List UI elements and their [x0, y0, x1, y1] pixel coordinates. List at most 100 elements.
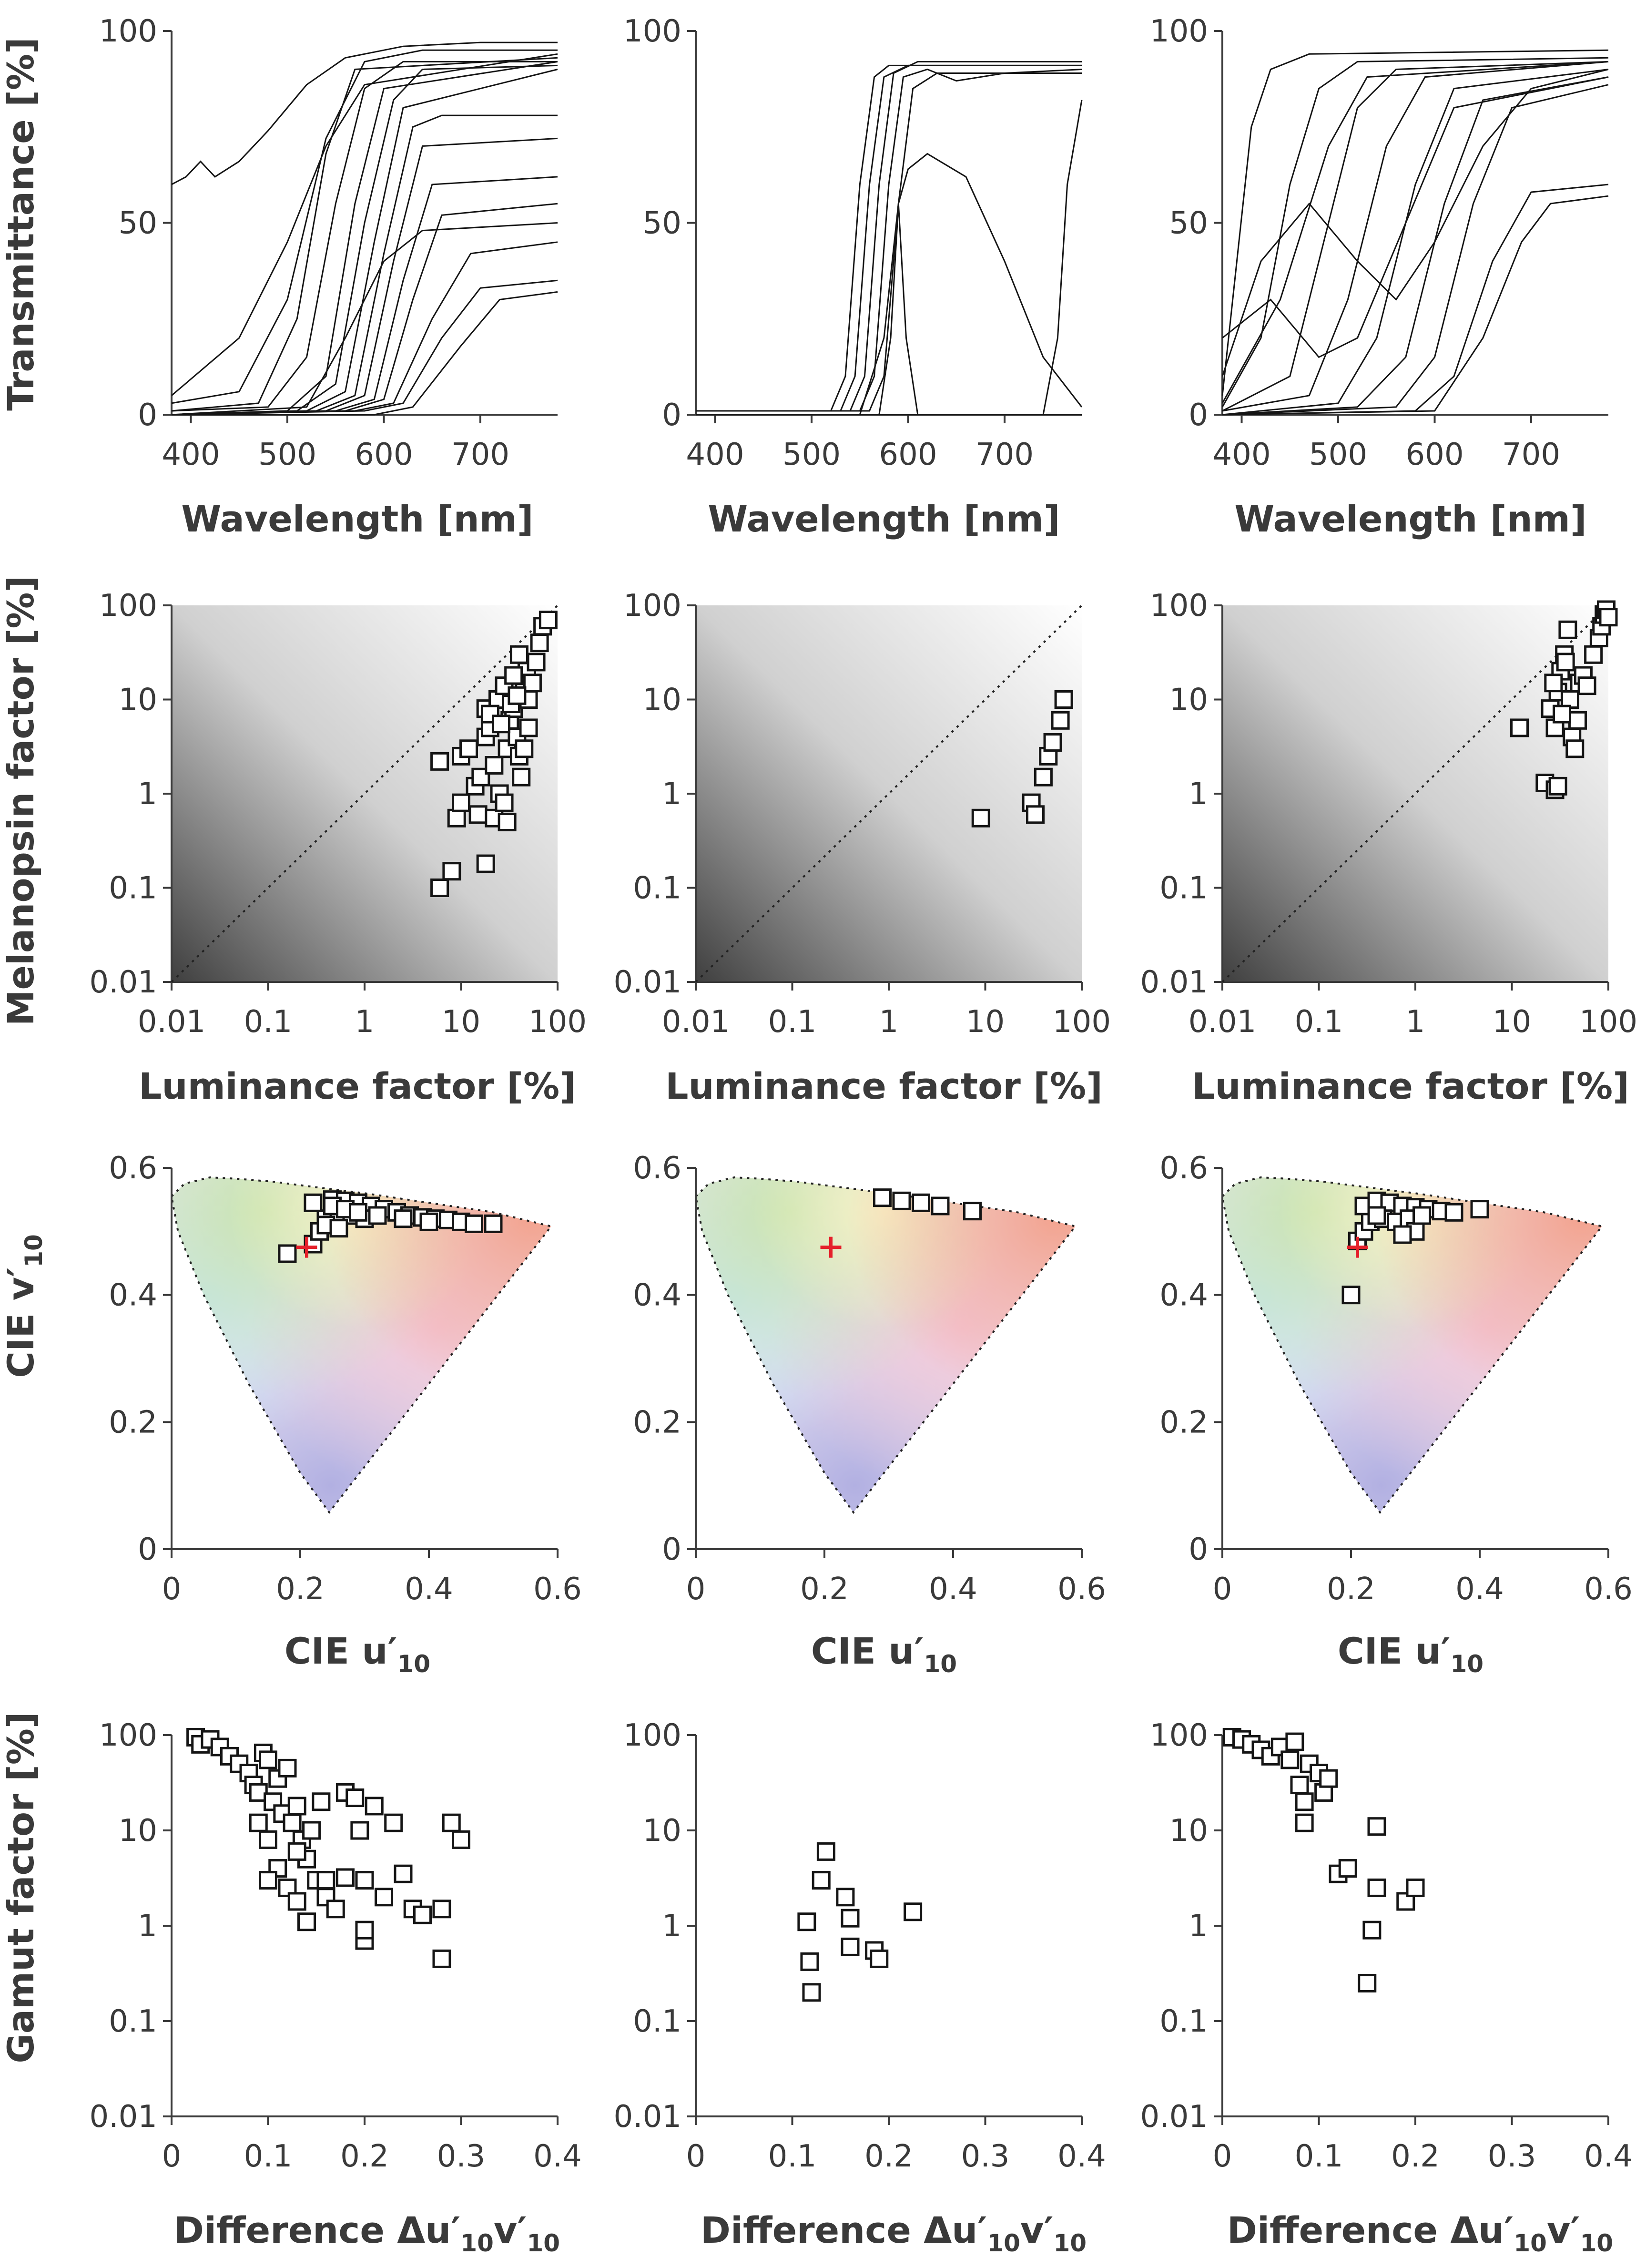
- data-point: [1548, 776, 1567, 796]
- data-point: [904, 1902, 923, 1921]
- y-tick-label: 0.4: [109, 1278, 157, 1313]
- spectrum-line: [171, 64, 558, 416]
- x-tick-label: 0.2: [340, 2139, 389, 2174]
- row4-col1-xlabel-sub2: 10: [527, 2229, 560, 2257]
- data-point: [485, 756, 504, 775]
- data-point: [841, 1909, 860, 1928]
- x-tick-label: 0.4: [1584, 2139, 1633, 2174]
- x-tick-label: 500: [1309, 437, 1367, 472]
- spectrum-line: [696, 153, 1083, 416]
- y-tick-label: 10: [643, 1813, 681, 1849]
- data-point: [1510, 718, 1529, 737]
- spectrum-line: [1222, 76, 1609, 416]
- data-point: [1556, 653, 1575, 672]
- x-tick-label: 0.2: [864, 2139, 913, 2174]
- data-point: [432, 1949, 451, 1968]
- data-point: [1295, 1813, 1314, 1832]
- data-point: [1552, 705, 1571, 724]
- data-point: [1054, 690, 1073, 709]
- row4-col2-xlabel-sub1: 10: [987, 2229, 1020, 2257]
- data-point: [1396, 1892, 1415, 1911]
- chromaticity-chart-left: 0 0.2 0.4 0.6 0 0.2 0.4 0.6: [109, 1151, 582, 1607]
- y-tick-label: 100: [623, 1718, 681, 1753]
- y-tick-label: 0.01: [1140, 965, 1209, 1000]
- x-tick-label: 600: [1405, 437, 1463, 472]
- x-tick-label: 100: [528, 1004, 587, 1040]
- row1-col1-xlabel: Wavelength [nm]: [181, 498, 533, 540]
- data-point: [368, 1206, 387, 1225]
- data-point: [484, 1214, 503, 1233]
- x-tick-label: 0.3: [1488, 2139, 1536, 2174]
- gamut-chart-middle: 0.01 0.1 1 10 100 0 0.1 0.2 0.3 0.4: [614, 1718, 1106, 2174]
- x-tick-label: 0.6: [533, 1572, 582, 1607]
- data-point: [797, 1912, 816, 1931]
- y-tick-label: 0.2: [1159, 1405, 1208, 1440]
- data-point: [384, 1813, 403, 1832]
- spectrum-line: [171, 61, 558, 416]
- data-point: [375, 1888, 393, 1907]
- y-tick-label: 100: [99, 1718, 157, 1753]
- y-tick-label: 10: [119, 683, 157, 718]
- data-point: [350, 1821, 369, 1840]
- x-tick-label: 0.01: [1189, 1004, 1257, 1040]
- row4-col3-xlabel-v: v′: [1547, 2209, 1580, 2251]
- data-point: [515, 739, 534, 758]
- spectrum-line: [696, 61, 1082, 412]
- y-tick-label: 0.4: [633, 1278, 681, 1313]
- gamut-chart-right: 0.01 0.1 1 10 100 0 0.1 0.2 0.3 0.4: [1140, 1718, 1633, 2174]
- x-tick-label: 400: [1212, 437, 1270, 472]
- row1-col3-xlabel: Wavelength [nm]: [1234, 498, 1586, 540]
- x-tick-label: 100: [1053, 1004, 1111, 1040]
- y-tick-label: 100: [99, 588, 157, 623]
- y-tick-label: 0.1: [109, 871, 157, 906]
- gamut-color-wash: [172, 1177, 551, 1512]
- row1-col2-xlabel: Wavelength [nm]: [708, 498, 1060, 540]
- x-tick-label: 0.1: [244, 1004, 293, 1040]
- data-point: [1043, 733, 1062, 752]
- x-tick-label: 0.4: [929, 1572, 977, 1607]
- spectrum-line: [171, 53, 558, 396]
- melanopsin-chart-right: 0.01 0.1 1 10 100 0.01 0.1 1 10 100: [1140, 588, 1636, 1040]
- y-tick-label: 0.1: [633, 2004, 681, 2039]
- x-tick-label: 0.4: [1057, 2139, 1106, 2174]
- x-tick-label: 700: [451, 437, 509, 472]
- data-point: [816, 1842, 835, 1861]
- data-point: [459, 739, 478, 758]
- data-point: [452, 1830, 470, 1849]
- y-tick-label: 100: [1150, 1718, 1208, 1753]
- data-point: [432, 1900, 451, 1919]
- data-point: [355, 1921, 374, 1940]
- y-tick-label: 0: [1189, 398, 1208, 433]
- row3-col2-xlabel-subscript: 10: [924, 1650, 957, 1678]
- data-point: [283, 1813, 302, 1832]
- x-tick-label: 700: [1502, 437, 1560, 472]
- data-point: [287, 1842, 306, 1861]
- chromaticity-chart-middle: 0 0.2 0.4 0.6 0 0.2 0.4 0.6: [633, 1151, 1106, 1607]
- spectrum-line: [1222, 61, 1609, 412]
- data-point: [1367, 1817, 1386, 1836]
- spectrum-line: [1222, 84, 1609, 416]
- x-tick-label: 500: [782, 437, 841, 472]
- x-tick-label: 0.6: [1584, 1572, 1633, 1607]
- data-point: [304, 1193, 323, 1212]
- data-point: [329, 1219, 348, 1238]
- data-point: [963, 1202, 982, 1221]
- data-point: [345, 1788, 365, 1808]
- data-point: [1362, 1921, 1382, 1940]
- spectrum-line: [696, 100, 1083, 416]
- chromaticity-chart-right: 0 0.2 0.4 0.6 0 0.2 0.4 0.6: [1159, 1151, 1633, 1607]
- gradient-background: [1222, 605, 1608, 982]
- data-point: [873, 1188, 892, 1207]
- row2-col1-xlabel: Luminance factor [%]: [139, 1065, 576, 1107]
- data-point: [1034, 767, 1053, 787]
- spectrum-line: [171, 57, 558, 412]
- melanopsin-chart-left: 0.01 0.1 1 10 100 0.01 0.1 1 10 100: [90, 588, 587, 1040]
- data-point: [297, 1912, 316, 1931]
- y-tick-label: 0.2: [109, 1405, 157, 1440]
- y-tick-label: 10: [119, 1813, 157, 1849]
- x-tick-label: 0: [162, 2139, 182, 2174]
- data-point: [1367, 1206, 1386, 1225]
- row4-col3-xlabel-sub1: 10: [1514, 2229, 1547, 2257]
- y-tick-label: 1: [662, 776, 681, 812]
- spectrum-line: [696, 64, 1082, 412]
